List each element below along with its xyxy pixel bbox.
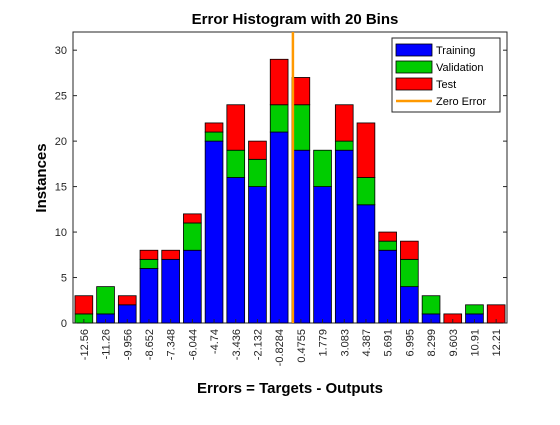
x-tick-label: 0.4755 <box>296 329 308 363</box>
x-tick-label: 5.691 <box>383 329 395 357</box>
bar-validation-14 <box>356 177 376 206</box>
x-tick-label: -0.8284 <box>274 329 286 366</box>
bar-test-4 <box>139 249 159 260</box>
bar-validation-8 <box>226 149 246 178</box>
chart-legend: Training Validation Test Zero Error <box>391 37 501 113</box>
legend-label-zero-error: Zero Error <box>436 96 486 108</box>
x-tick-label: -11.26 <box>101 329 113 359</box>
legend-label-test: Test <box>436 79 456 91</box>
bar-training-15 <box>378 249 397 324</box>
bar-training-13 <box>334 149 354 324</box>
bar-training-6 <box>183 249 202 324</box>
y-tick-label: 5 <box>61 273 67 285</box>
bar-test-7 <box>204 122 224 133</box>
bar-training-7 <box>204 140 224 324</box>
bar-training-11 <box>291 149 311 324</box>
x-axis-ticks: -12.56 -11.26 -9.956 -8.652 -7.348 -6.044 -4.7… <box>79 319 503 366</box>
legend-label-training: Training <box>436 45 475 57</box>
bar-training-10 <box>269 131 289 324</box>
x-tick-label: -4.74 <box>209 329 221 354</box>
x-tick-label: -6.044 <box>187 329 199 360</box>
bar-test-5 <box>161 249 180 260</box>
bar-validation-7 <box>204 131 224 142</box>
chart-title: Error Histogram with 20 Bins <box>192 11 399 28</box>
x-tick-label: -3.436 <box>231 329 243 360</box>
y-tick-label: 15 <box>55 182 67 194</box>
bar-validation-9 <box>248 158 267 187</box>
x-tick-label: -12.56 <box>79 329 91 360</box>
x-tick-label: 10.91 <box>469 329 481 357</box>
bar-validation-2 <box>96 286 115 315</box>
bar-validation-16 <box>400 258 419 288</box>
bar-test-6 <box>183 213 202 224</box>
x-tick-label: 9.603 <box>448 329 460 357</box>
x-tick-label: 4.387 <box>361 329 373 357</box>
y-axis-ticks: 0 5 10 15 20 25 30 <box>55 45 507 330</box>
bar-test-10 <box>269 58 289 106</box>
legend-swatch-training <box>395 43 433 57</box>
y-tick-label: 30 <box>55 45 67 57</box>
x-tick-label: 6.995 <box>404 329 416 357</box>
x-tick-label: -9.956 <box>122 329 134 360</box>
x-tick-label: 3.083 <box>339 329 351 357</box>
bar-training-5 <box>161 258 180 324</box>
legend-swatch-test <box>395 77 433 91</box>
y-axis-label: Instances <box>33 143 50 212</box>
bar-validation-12 <box>313 149 332 187</box>
bar-test-11 <box>291 77 311 106</box>
y-tick-label: 25 <box>55 91 67 103</box>
bar-validation-4 <box>139 258 159 269</box>
x-axis-label: Errors = Targets - Outputs <box>197 380 383 397</box>
bar-test-3 <box>117 295 137 306</box>
bar-training-4 <box>139 268 159 324</box>
bar-test-15 <box>378 231 397 242</box>
bar-validation-15 <box>378 240 397 251</box>
bar-test-9 <box>248 140 267 160</box>
bar-training-12 <box>313 186 332 324</box>
legend-swatch-validation <box>395 60 433 74</box>
bar-test-14 <box>356 122 376 178</box>
bar-validation-10 <box>269 104 289 133</box>
y-tick-label: 10 <box>55 227 67 239</box>
bar-test-1 <box>74 295 94 315</box>
bars-layer <box>74 58 506 324</box>
bar-validation-17 <box>421 295 441 315</box>
bar-validation-11 <box>291 104 311 151</box>
y-tick-label: 0 <box>61 318 67 330</box>
bar-test-16 <box>400 240 419 260</box>
x-tick-label: -8.652 <box>144 329 156 360</box>
y-tick-label: 20 <box>55 136 67 148</box>
x-tick-label: 8.299 <box>426 329 438 357</box>
axes-box <box>72 31 508 324</box>
bar-training-8 <box>226 177 246 324</box>
legend-label-validation: Validation <box>436 62 484 74</box>
bar-training-16 <box>400 286 419 324</box>
bar-training-9 <box>248 186 267 324</box>
bar-validation-13 <box>334 140 354 151</box>
bar-training-14 <box>356 204 376 324</box>
x-tick-label: -2.132 <box>252 329 264 360</box>
bar-test-13 <box>334 104 354 142</box>
x-tick-label: 1.779 <box>318 329 330 357</box>
x-tick-label: -7.348 <box>166 329 178 360</box>
bar-validation-6 <box>183 222 202 251</box>
x-tick-label: 12.21 <box>491 329 503 357</box>
bar-test-8 <box>226 104 246 151</box>
bar-validation-19 <box>465 304 484 315</box>
